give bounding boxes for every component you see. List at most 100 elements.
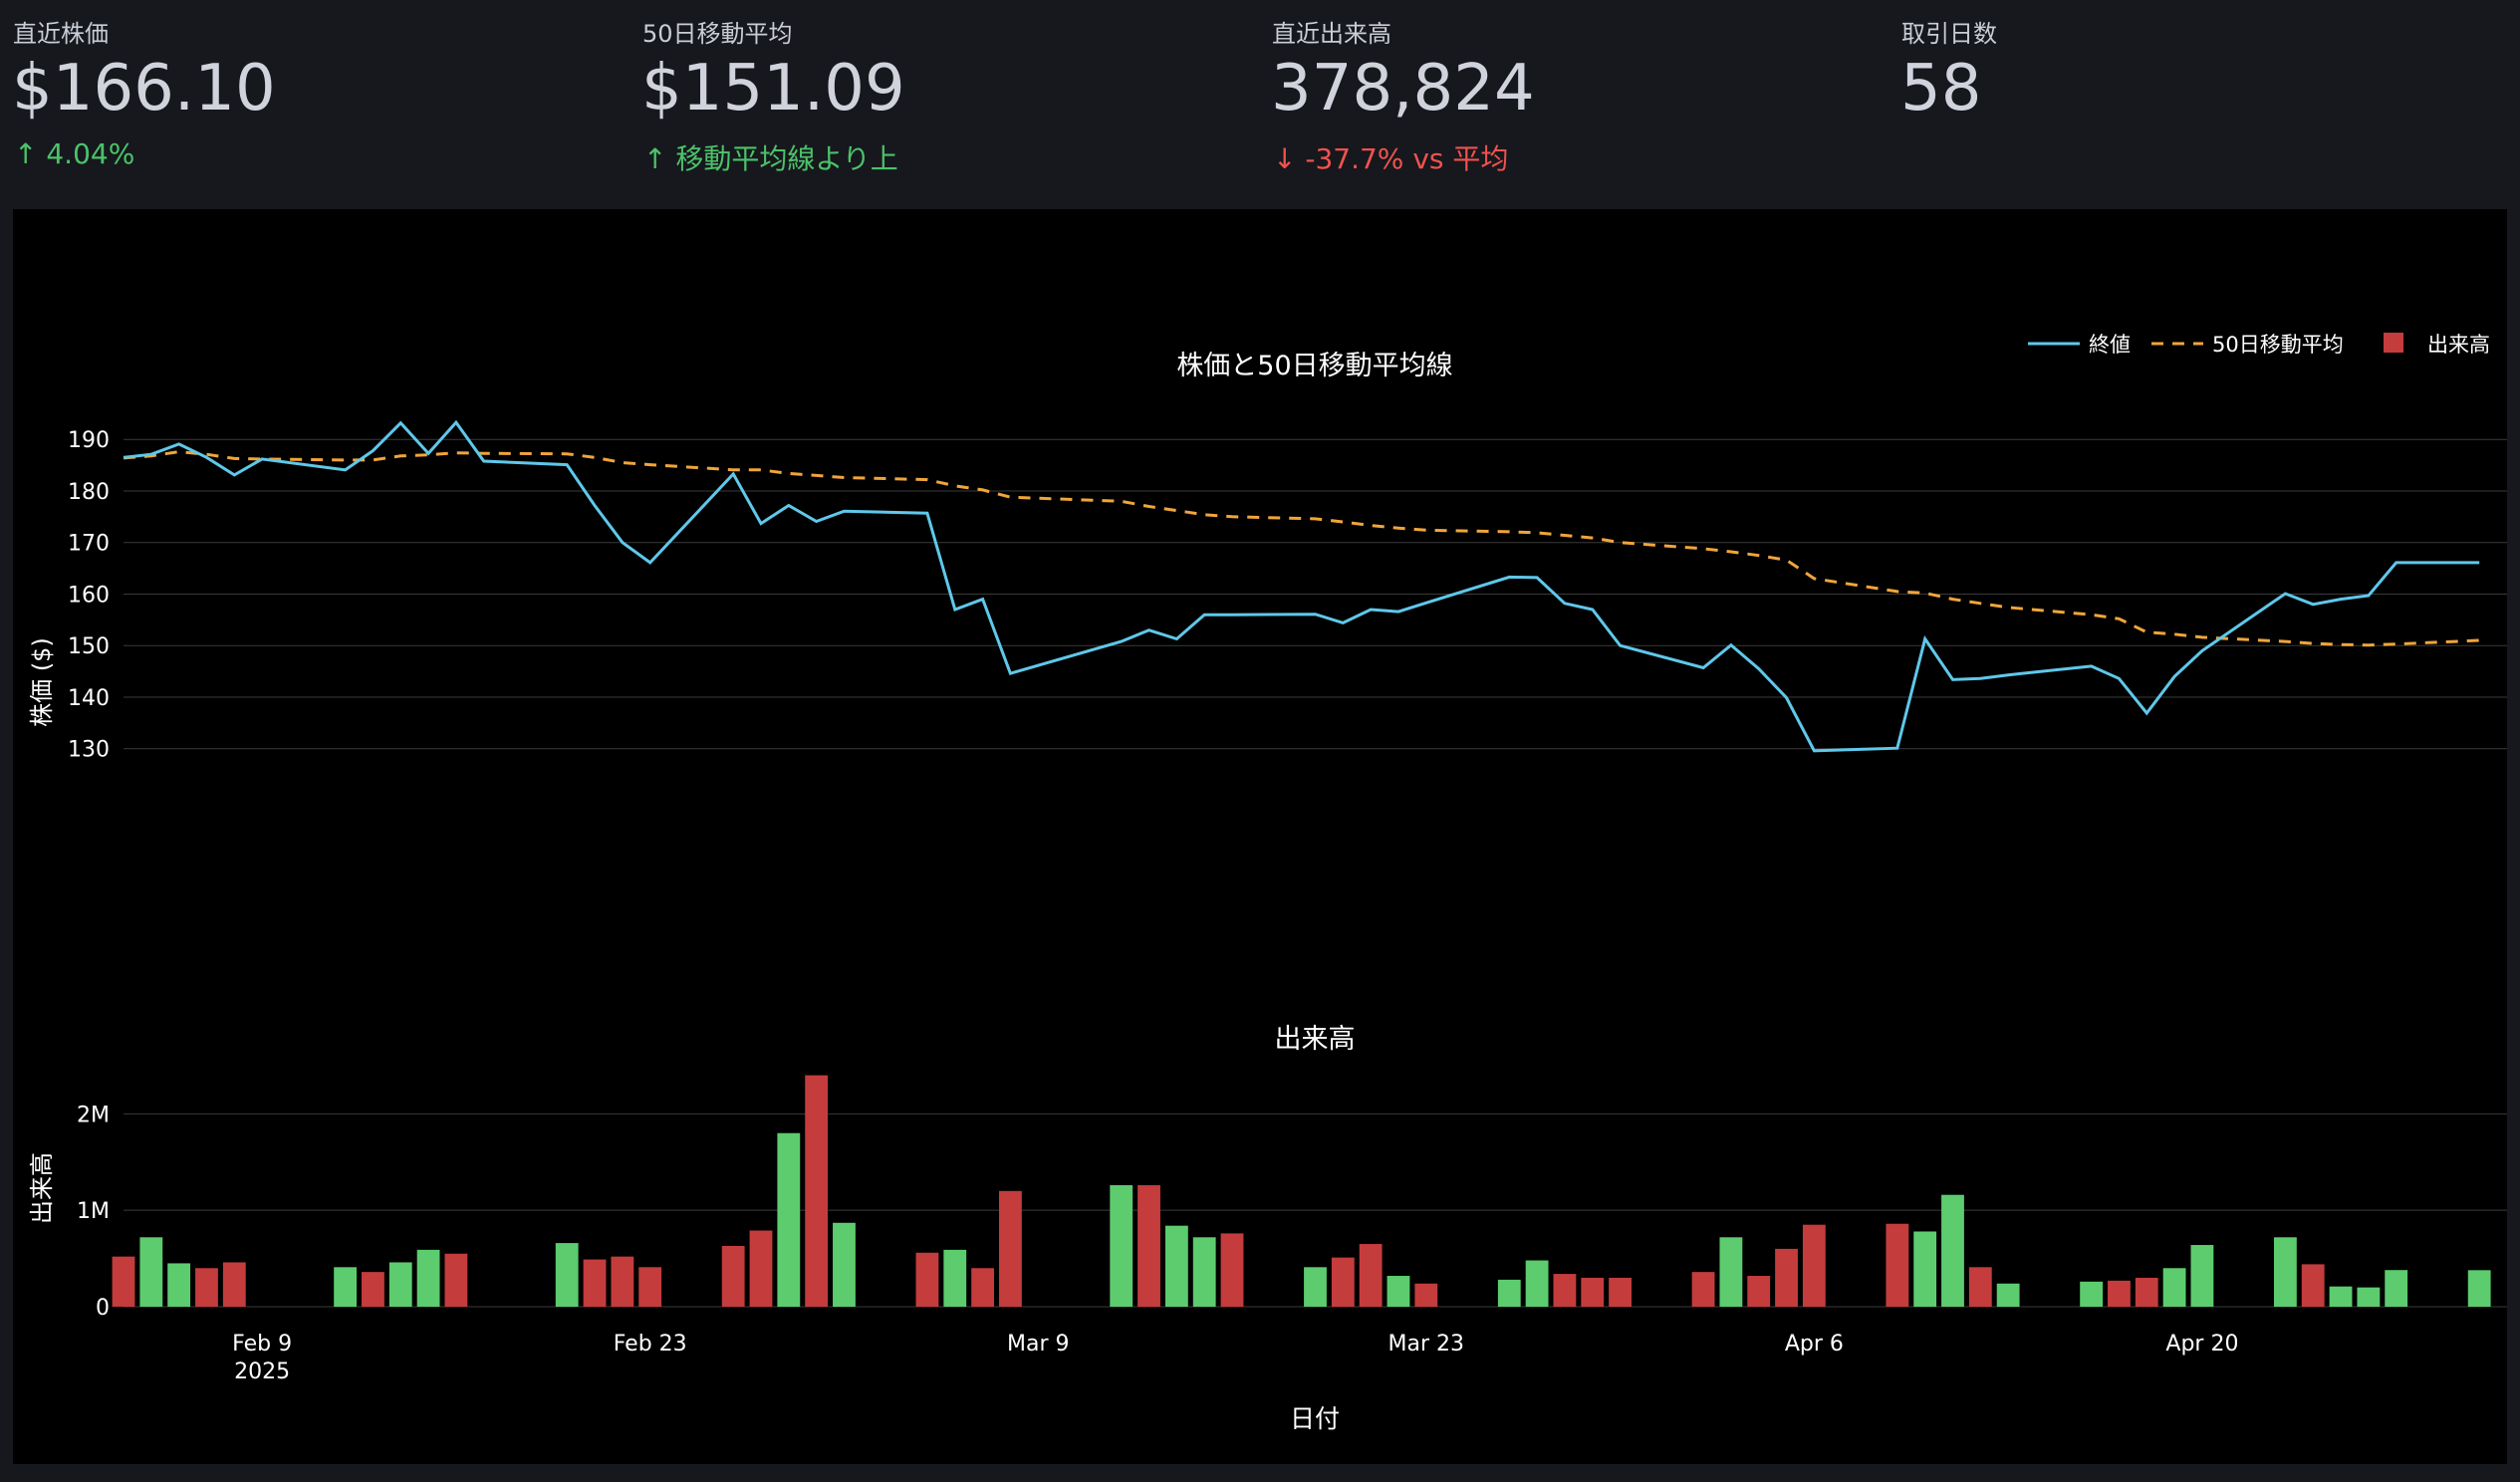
volume-bar — [611, 1256, 634, 1307]
price-chart-title: 株価と50日移動平均線 — [1176, 351, 1452, 381]
volume-bar — [167, 1263, 191, 1307]
price-y-tick-label: 180 — [68, 480, 110, 505]
price-y-tick-label: 150 — [68, 634, 110, 659]
price-y-tick-label: 140 — [68, 686, 110, 711]
metric-delta: ↓ -37.7% vs 平均 — [1273, 142, 1509, 175]
metric-label: 直近株価 — [13, 20, 109, 48]
volume-bar — [1691, 1272, 1715, 1307]
volume-y-tick-label: 0 — [96, 1296, 110, 1321]
price-y-tick-label: 130 — [68, 738, 110, 763]
price-y-tick-label: 160 — [68, 583, 110, 608]
x-tick-label: Mar 23 — [1388, 1332, 1465, 1357]
volume-bar — [805, 1075, 829, 1307]
volume-bar — [112, 1256, 135, 1307]
volume-bar — [1802, 1224, 1826, 1307]
volume-bar — [2467, 1270, 2491, 1307]
volume-bar — [1886, 1223, 1909, 1307]
x-tick-label: Mar 9 — [1007, 1332, 1070, 1357]
volume-bar — [1941, 1194, 1964, 1307]
volume-bar — [1719, 1237, 1743, 1307]
volume-bar — [2162, 1268, 2186, 1307]
price-y-ticks: 130 140 150 160 170 180 190 — [68, 428, 110, 762]
volume-y-axis-label: 出来高 — [28, 1152, 56, 1224]
price-grid — [124, 438, 2507, 750]
metric-delta: ↑ 4.04% — [14, 137, 135, 170]
volume-bar — [1414, 1283, 1438, 1307]
volume-bar — [777, 1132, 801, 1307]
volume-y-tick-label: 2M — [77, 1103, 110, 1127]
volume-bar — [222, 1262, 246, 1307]
metric-label: 50日移動平均 — [642, 20, 793, 48]
volume-bar — [943, 1249, 967, 1307]
price-y-tick-label: 170 — [68, 532, 110, 557]
legend-close-label: 終値 — [2089, 333, 2131, 357]
x-tick-label: Feb 23 — [614, 1332, 687, 1357]
volume-bar — [1553, 1274, 1577, 1307]
x-tick-label: Apr 20 — [2165, 1332, 2238, 1357]
volume-bar — [2385, 1270, 2408, 1307]
volume-bar — [1775, 1248, 1798, 1307]
volume-bar — [971, 1268, 995, 1307]
volume-bar — [2357, 1287, 2381, 1307]
volume-bar — [555, 1243, 579, 1307]
legend: 終値 50日移動平均 出来高 — [2028, 333, 2490, 357]
volume-bars — [112, 1075, 2491, 1307]
price-y-axis-label: 株価 ($) — [28, 637, 56, 727]
volume-bar — [721, 1246, 745, 1307]
x-tick-label: Feb 9 — [232, 1332, 292, 1357]
legend-ma-label: 50日移動平均 — [2212, 333, 2344, 357]
volume-bar — [1220, 1233, 1244, 1307]
volume-bar — [2135, 1277, 2158, 1307]
volume-bar — [1110, 1185, 1134, 1307]
volume-bar — [2301, 1264, 2325, 1307]
volume-bar — [334, 1267, 358, 1307]
volume-bar — [1304, 1267, 1327, 1307]
volume-bar — [1581, 1277, 1605, 1307]
volume-bar — [915, 1252, 939, 1307]
price-y-tick-label: 190 — [68, 428, 110, 453]
metric-value: 58 — [1900, 52, 1982, 125]
volume-bar — [2329, 1286, 2353, 1307]
metric-value: $151.09 — [641, 52, 905, 125]
volume-bar — [1747, 1276, 1771, 1307]
x-tick-year-label: 2025 — [234, 1359, 290, 1384]
volume-chart-title: 出来高 — [1275, 1024, 1356, 1055]
x-tick-label: Apr 6 — [1785, 1332, 1844, 1357]
volume-bar — [1331, 1257, 1355, 1307]
x-axis-label: 日付 — [1290, 1404, 1340, 1433]
volume-y-tick-label: 1M — [77, 1199, 110, 1224]
volume-bar — [362, 1272, 384, 1307]
volume-bar — [444, 1253, 468, 1307]
volume-y-ticks: 0 1M 2M — [77, 1103, 110, 1321]
volume-bar — [1525, 1260, 1549, 1307]
metric-label: 直近出来高 — [1272, 20, 1391, 48]
volume-bar — [1164, 1225, 1188, 1307]
volume-bar — [1996, 1283, 2020, 1307]
volume-bar — [1913, 1231, 1937, 1307]
volume-bar — [1192, 1237, 1216, 1307]
chart-panel: 130 140 150 160 170 180 190 0 1M 2M Feb 9 2025 Feb… — [13, 209, 2507, 1464]
volume-bar — [2190, 1245, 2214, 1307]
volume-bar — [1359, 1244, 1383, 1307]
volume-bar — [638, 1267, 662, 1307]
volume-bar — [2273, 1237, 2297, 1307]
volume-bar — [2108, 1280, 2131, 1307]
volume-bar — [999, 1190, 1022, 1307]
volume-bar — [416, 1249, 440, 1307]
volume-bar — [749, 1230, 773, 1307]
volume-bar — [1968, 1267, 1992, 1307]
metric-delta: ↑ 移動平均線より上 — [643, 142, 898, 175]
volume-bar — [388, 1262, 412, 1307]
volume-bar — [1497, 1279, 1521, 1307]
volume-bar — [1137, 1185, 1160, 1307]
volume-bar — [833, 1222, 856, 1307]
volume-bar — [195, 1268, 218, 1307]
legend-volume-swatch — [2384, 333, 2403, 353]
metric-value: $166.10 — [12, 52, 276, 125]
legend-volume-label: 出来高 — [2427, 333, 2490, 357]
metric-value: 378,824 — [1271, 52, 1535, 125]
close-price-line — [123, 419, 2480, 753]
metrics-row: 直近株価 $166.10 ↑ 4.04% 50日移動平均 $151.09 ↑ 移… — [0, 0, 2520, 207]
